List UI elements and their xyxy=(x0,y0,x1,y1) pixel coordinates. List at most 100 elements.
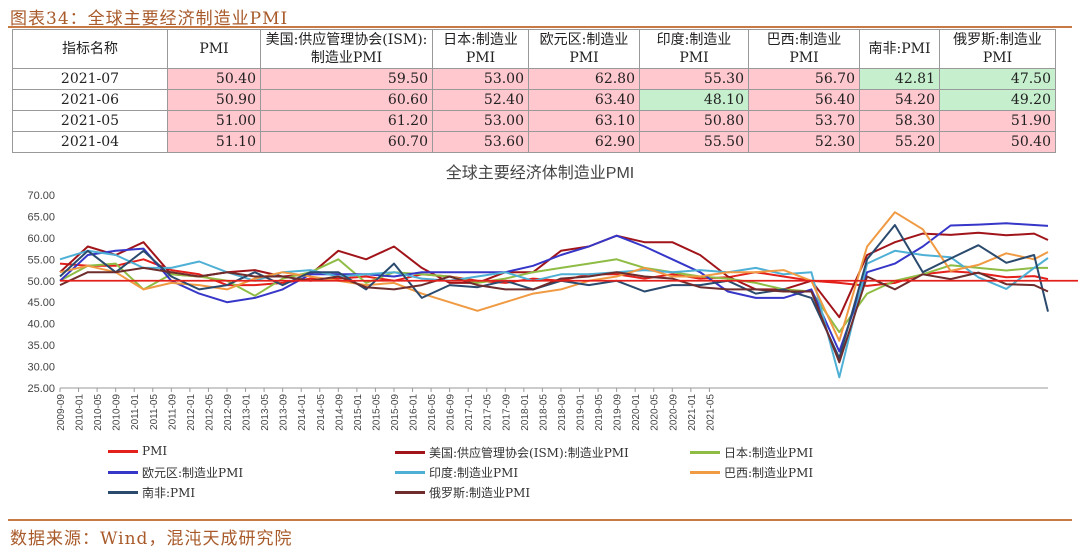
header-cell: PMI xyxy=(167,29,261,69)
chart-title: 全球主要经济体制造业PMI xyxy=(446,164,634,182)
value-cell: 59.50 xyxy=(260,68,433,90)
y-tick-label: 55.00 xyxy=(27,254,55,266)
x-tick-label: 2011-09 xyxy=(167,394,178,430)
chart-legend: PMI 美国:供应管理协会(ISM):制造业PMI 日本:制造业PMI 欧元区:制造业… xyxy=(0,440,1080,512)
x-tick-label: 2019-01 xyxy=(576,394,587,431)
x-tick-label: 2013-09 xyxy=(279,394,290,431)
value-cell: 55.50 xyxy=(639,131,749,153)
y-tick-label: 45.00 xyxy=(27,297,55,309)
header-cell: 巴西:制造业PMI xyxy=(748,29,860,69)
x-tick-label: 2016-01 xyxy=(409,394,420,431)
y-tick-label: 30.00 xyxy=(27,362,55,374)
value-cell: 52.30 xyxy=(748,131,860,153)
y-tick-label: 65.00 xyxy=(27,211,55,223)
x-tick-label: 2020-01 xyxy=(631,394,642,431)
header-cell: 指标名称 xyxy=(12,29,168,69)
value-cell: 56.40 xyxy=(748,89,860,111)
value-cell: 58.30 xyxy=(859,110,940,132)
value-cell: 53.70 xyxy=(748,110,860,132)
x-tick-label: 2014-01 xyxy=(297,394,308,431)
value-cell: 50.90 xyxy=(167,89,261,111)
x-tick-label: 2019-05 xyxy=(594,394,605,431)
legend-item: 欧元区:制造业PMI xyxy=(108,464,243,481)
y-tick-label: 70.00 xyxy=(27,190,55,202)
value-cell: 51.10 xyxy=(167,131,261,153)
y-tick-label: 35.00 xyxy=(27,340,55,352)
x-tick-label: 2012-01 xyxy=(186,394,197,431)
legend-item: 南非:PMI xyxy=(108,484,195,501)
y-tick-label: 60.00 xyxy=(27,233,55,245)
value-cell: 54.20 xyxy=(859,89,940,111)
x-tick-label: 2014-05 xyxy=(316,394,327,431)
x-tick-label: 2018-01 xyxy=(520,394,531,431)
legend-swatch xyxy=(690,471,720,474)
x-tick-label: 2011-05 xyxy=(149,394,160,430)
title-rule xyxy=(8,26,1072,28)
legend-item: 日本:制造业PMI xyxy=(690,444,813,461)
x-tick-label: 2013-01 xyxy=(242,394,253,431)
value-cell: 56.70 xyxy=(748,68,860,90)
header-cell: 俄罗斯:制造业PMI xyxy=(939,29,1056,69)
x-tick-label: 2016-05 xyxy=(427,394,438,431)
legend-item: 俄罗斯:制造业PMI xyxy=(395,484,530,501)
value-cell: 49.20 xyxy=(939,89,1056,111)
value-cell: 55.30 xyxy=(639,68,749,90)
legend-label: 巴西:制造业PMI xyxy=(724,466,814,480)
x-tick-label: 2020-05 xyxy=(650,394,661,431)
y-tick-label: 25.00 xyxy=(27,383,55,395)
table-row: 2021-05 51.00 61.20 53.00 63.10 50.80 53.70 58.… xyxy=(12,110,1056,132)
x-tick-label: 2017-05 xyxy=(483,394,494,431)
x-tick-label: 2012-05 xyxy=(204,394,215,431)
value-cell: 51.00 xyxy=(167,110,261,132)
x-tick-label: 2015-09 xyxy=(390,394,401,431)
x-tick-label: 2014-09 xyxy=(334,394,345,431)
value-cell: 53.00 xyxy=(432,110,529,132)
table-header-row: 指标名称 PMI 美国:供应管理协会(ISM):制造业PMI 日本:制造业PMI… xyxy=(12,29,1056,69)
value-cell: 50.80 xyxy=(639,110,749,132)
x-tick-label: 2016-09 xyxy=(446,394,457,431)
x-tick-label: 2018-05 xyxy=(538,394,549,431)
x-tick-label: 2021-01 xyxy=(687,394,698,431)
legend-swatch xyxy=(395,451,425,454)
legend-label: 日本:制造业PMI xyxy=(724,446,814,460)
legend-swatch xyxy=(108,491,138,494)
value-cell: 62.90 xyxy=(528,131,640,153)
pmi-line-chart: 全球主要经济体制造业PMI 25.00 30.00 35.00 40.00 45.00 50… xyxy=(27,164,1078,431)
x-tick-label: 2017-01 xyxy=(464,394,475,431)
x-tick-label: 2010-05 xyxy=(93,394,104,431)
y-tick-label: 40.00 xyxy=(27,319,55,331)
value-cell: 51.90 xyxy=(939,110,1056,132)
header-cell: 日本:制造业PMI xyxy=(432,29,529,69)
x-tick-label: 2018-09 xyxy=(557,394,568,431)
series-line-3 xyxy=(59,222,1049,353)
x-tick-label: 2015-01 xyxy=(353,394,364,431)
x-tick-label: 2021-05 xyxy=(705,394,716,431)
value-cell: 50.40 xyxy=(939,131,1056,153)
value-cell: 63.10 xyxy=(528,110,640,132)
table-row: 2021-04 51.10 60.70 53.60 62.90 55.50 52.30 55.… xyxy=(12,131,1056,153)
value-cell: 62.80 xyxy=(528,68,640,90)
legend-label: 俄罗斯:制造业PMI xyxy=(429,486,531,500)
x-tick-label: 2017-09 xyxy=(501,394,512,431)
series-line-7 xyxy=(59,266,1049,364)
x-tick-label: 2012-09 xyxy=(223,394,234,431)
header-cell: 欧元区:制造业PMI xyxy=(528,29,640,69)
header-cell: 美国:供应管理协会(ISM):制造业PMI xyxy=(260,29,433,69)
value-cell: 60.60 xyxy=(260,89,433,111)
legend-swatch xyxy=(690,451,720,454)
legend-item: PMI xyxy=(108,444,167,458)
x-tick-label: 2015-05 xyxy=(371,394,382,431)
table-row: 2021-06 50.90 60.60 52.40 63.40 48.10 56.40 54.… xyxy=(12,89,1056,111)
legend-item: 印度:制造业PMI xyxy=(395,464,518,481)
legend-label: 印度:制造业PMI xyxy=(429,466,519,480)
value-cell: 42.81 xyxy=(859,68,940,90)
source-note: 数据来源：Wind，混沌天成研究院 xyxy=(10,529,293,549)
legend-swatch xyxy=(395,491,425,494)
series-line-5 xyxy=(59,211,1049,342)
value-cell: 50.40 xyxy=(167,68,261,90)
x-tick-label: 2011-01 xyxy=(130,394,141,430)
value-cell: 47.50 xyxy=(939,68,1056,90)
date-cell: 2021-07 xyxy=(12,68,168,90)
series-line-6 xyxy=(59,224,1049,359)
header-cell: 南非:PMI xyxy=(859,29,940,69)
